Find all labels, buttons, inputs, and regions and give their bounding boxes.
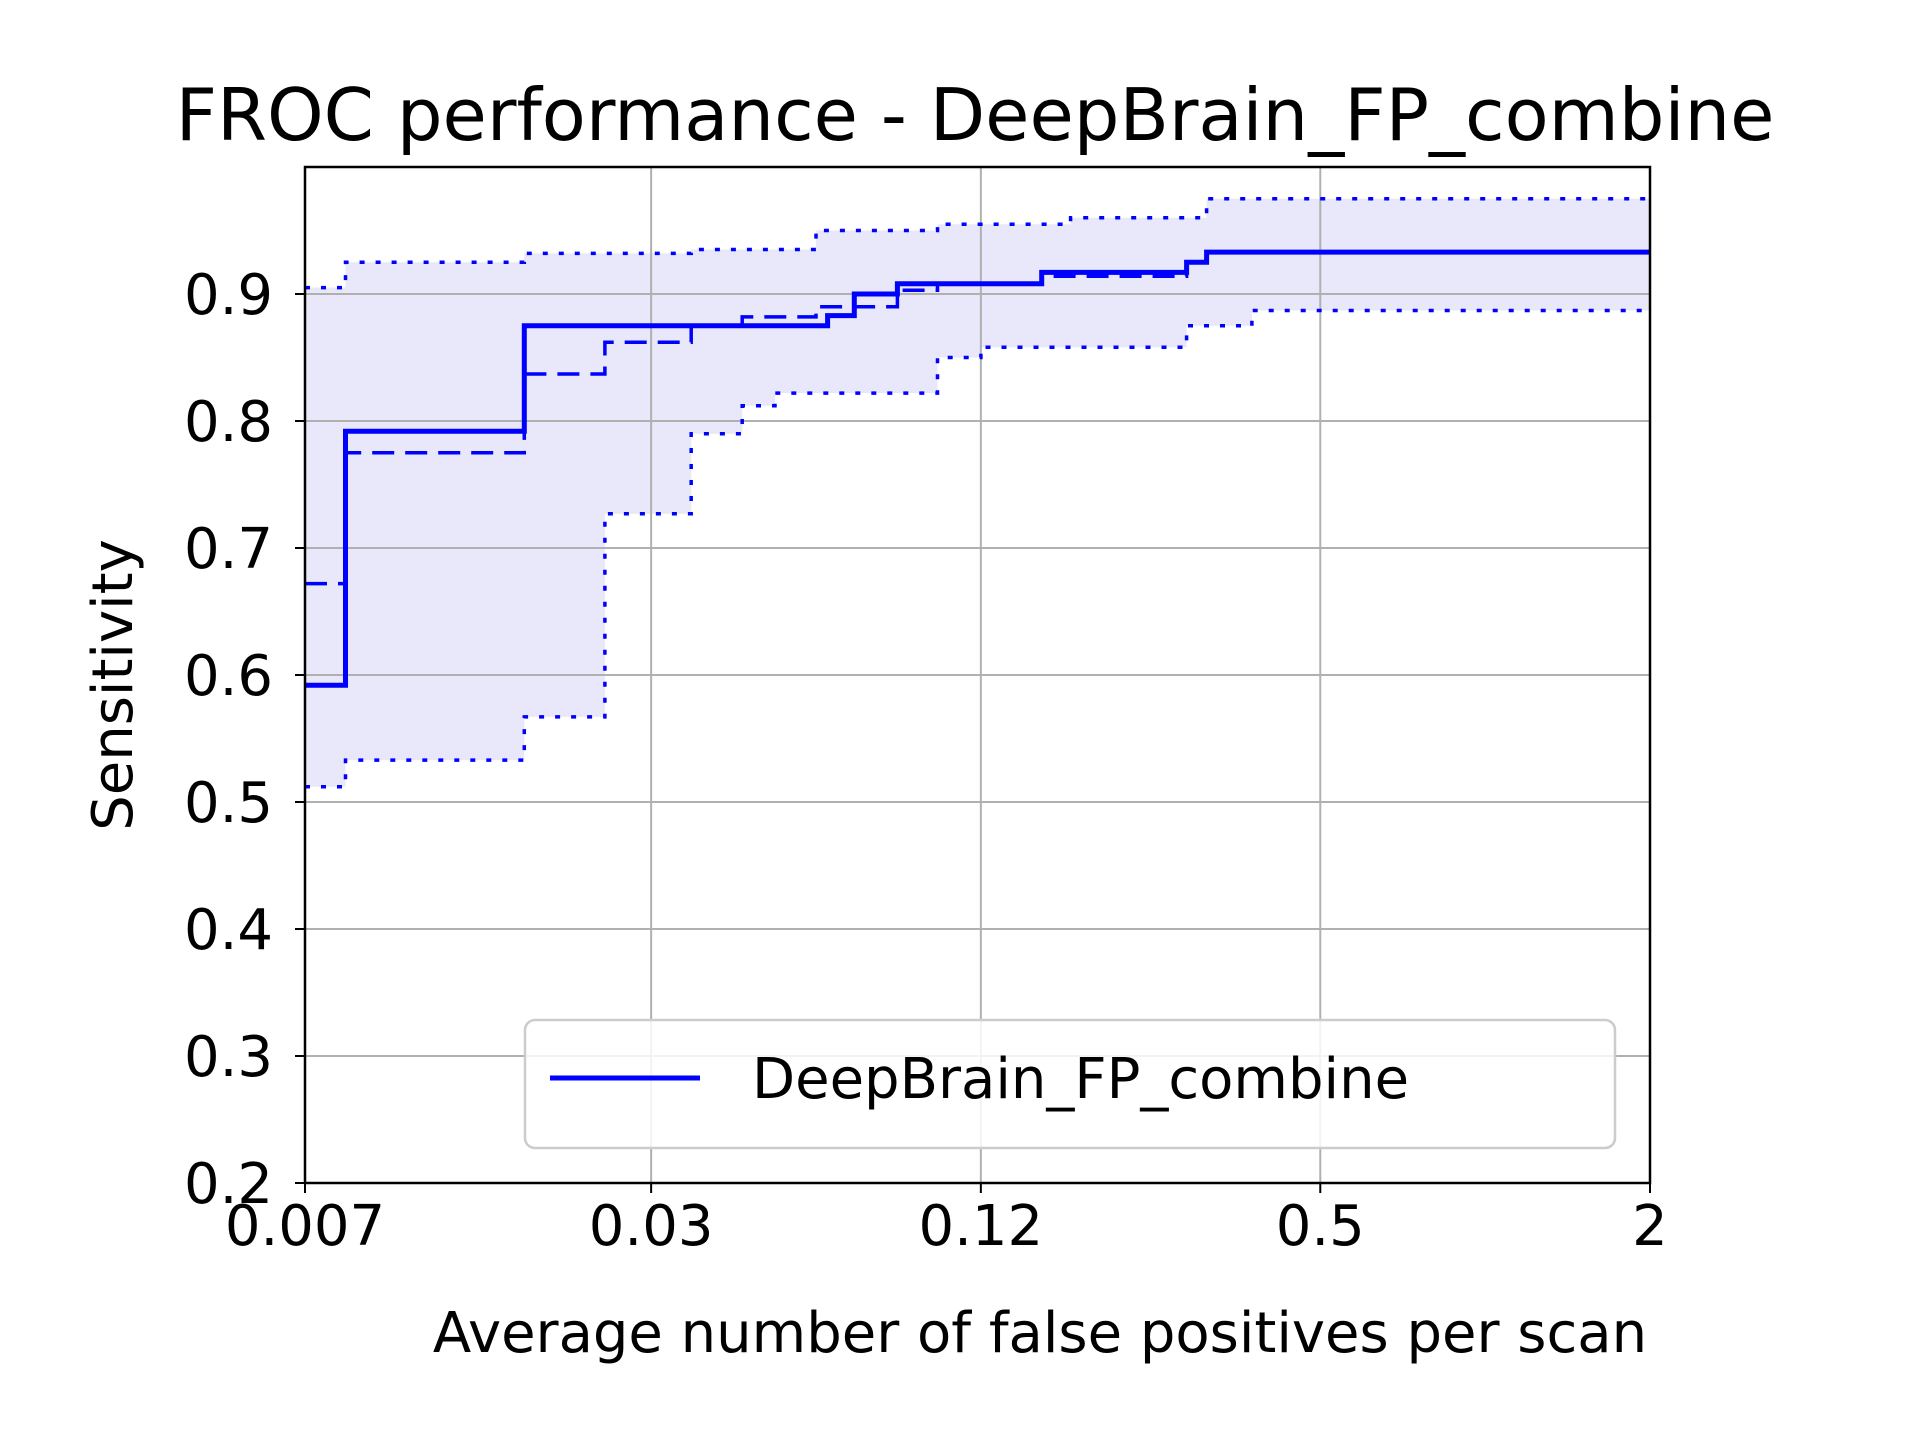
legend-box (523, 1018, 1617, 1150)
x-tick-label: 2 (1632, 1194, 1668, 1259)
y-tick-label: 0.2 (184, 1152, 273, 1217)
froc-mean-curve (305, 250, 1650, 586)
chart-title: FROC performance - DeepBrain_FP_combine (176, 73, 1775, 157)
x-tick-label: 0.12 (919, 1194, 1044, 1259)
x-tick-label: 0.007 (225, 1194, 385, 1259)
y-ticks: 0.2 0.3 0.4 0.5 0.6 0.7 0.8 0.9 (184, 263, 305, 1217)
x-axis-label: Average number of false positives per sc… (433, 1301, 1647, 1366)
y-tick-label: 0.7 (184, 517, 273, 582)
y-axis-label: Sensitivity (81, 539, 146, 831)
legend: DeepBrain_FP_combine (523, 1018, 1617, 1150)
legend-label: DeepBrain_FP_combine (752, 1047, 1409, 1112)
plot-area (303, 165, 1652, 1185)
y-tick-label: 0.3 (184, 1025, 273, 1090)
x-tick-label: 0.03 (589, 1194, 714, 1259)
y-tick-label: 0.4 (184, 898, 273, 963)
x-ticks: 0.007 0.03 0.12 0.5 2 (225, 1183, 1668, 1259)
confidence-band (305, 198, 1650, 787)
y-tick-label: 0.5 (184, 771, 273, 836)
y-tick-label: 0.8 (184, 390, 273, 455)
x-tick-label: 0.5 (1276, 1194, 1365, 1259)
series-layer (305, 197, 1650, 789)
confidence-bound (305, 308, 1650, 789)
y-tick-label: 0.6 (184, 644, 273, 709)
y-tick-label: 0.9 (184, 263, 273, 328)
